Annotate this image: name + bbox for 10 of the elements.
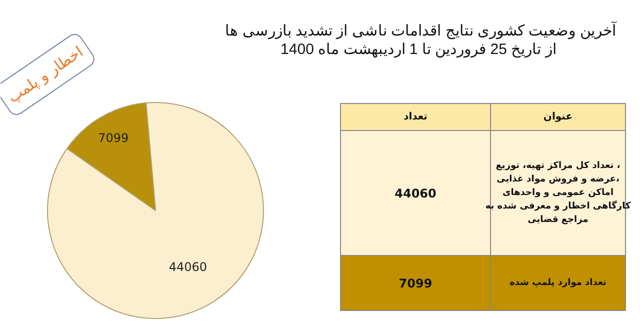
text: تعداد <box>404 112 428 122</box>
data-label: 7099 <box>98 131 129 146</box>
text: 44060 <box>394 186 436 200</box>
text: عنوان <box>543 112 573 122</box>
text: تعداد موارد پلمپ شده <box>510 278 606 288</box>
text: تعداد کل مراکز تهیه، توزیع ، عرضه و فروش مواد غذایی، اماکن عمومی و واحدهای کارگاهی اخطار و معرفی شده به مراجع قضایی <box>485 161 632 225</box>
data-label: 44060 <box>168 260 208 274</box>
text: آخرین وضعیت کشوری نتایج اقدامات ناشی از تشدید بازرسی ها از تاریخ 25 فروردین تا 1 اردیبهشت ماه 1400 <box>225 22 617 58</box>
text: اخطار و پلمپ <box>4 42 86 106</box>
text: 7099 <box>398 276 432 290</box>
